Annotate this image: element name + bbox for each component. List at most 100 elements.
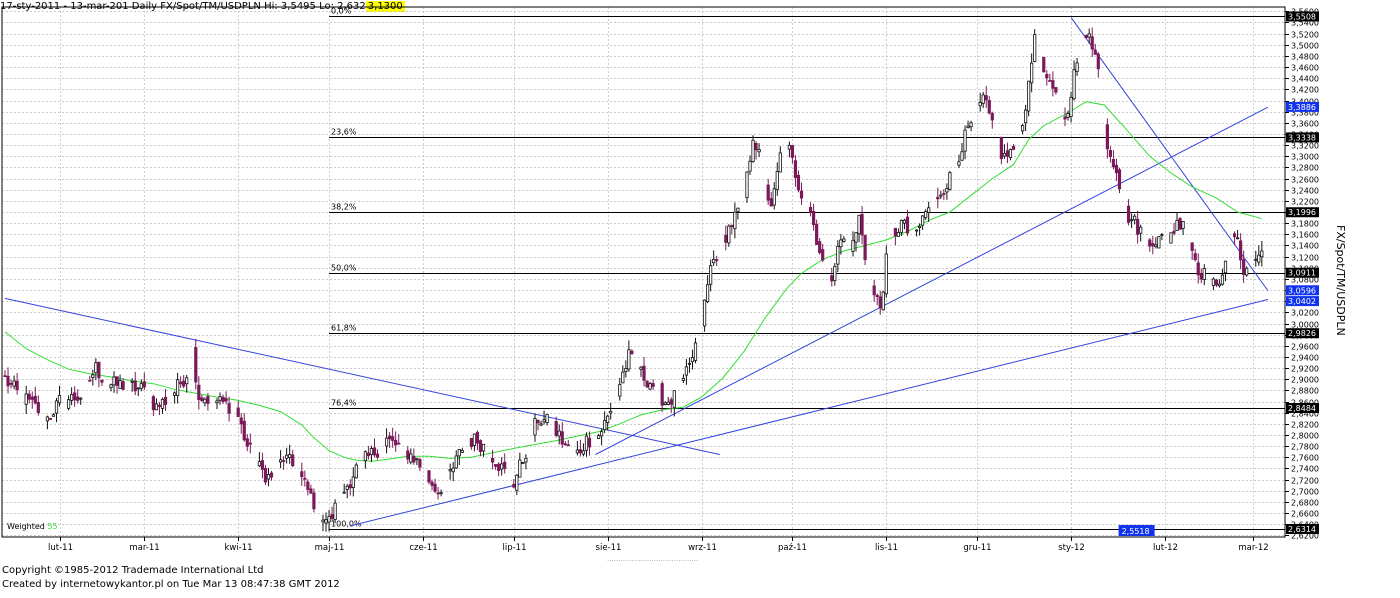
candle-body (1232, 233, 1237, 238)
y-tick-label: 3,4400 (1291, 75, 1319, 84)
candle-body (757, 149, 761, 153)
candle (978, 92, 982, 112)
candle (524, 454, 528, 470)
candle-body (321, 519, 325, 523)
candle (57, 385, 62, 407)
candle (557, 424, 561, 445)
y-tick-label: 2,8600 (1291, 399, 1319, 408)
candle-body (769, 198, 773, 207)
candle-body (160, 398, 165, 409)
candle (327, 509, 331, 532)
candle-body (1199, 273, 1203, 280)
candle (242, 413, 246, 442)
candle-body (854, 232, 858, 243)
candle-body (460, 450, 464, 453)
candle-body (663, 402, 667, 405)
candle (945, 183, 949, 200)
candle-body (278, 459, 283, 463)
candle-body (418, 459, 422, 468)
candle (987, 96, 991, 115)
candle (748, 155, 752, 175)
candle (375, 449, 380, 460)
candle-body (821, 249, 825, 261)
created-by-text: Created by internetowykantor.pl on Tue M… (2, 579, 340, 590)
candle (227, 396, 231, 422)
trendline (595, 106, 1269, 455)
candle (642, 356, 646, 387)
candle-body (1042, 56, 1046, 73)
candle (436, 486, 440, 500)
y-tick-label: 3,2400 (1291, 187, 1319, 196)
candle (1130, 213, 1134, 229)
candle (33, 386, 37, 405)
candle-body (533, 418, 537, 436)
candle (1117, 167, 1122, 194)
x-tick-label: lut-11 (48, 543, 73, 553)
candle-body (394, 439, 398, 446)
candle-body (566, 444, 570, 447)
candle-body (503, 461, 507, 469)
candle (563, 441, 567, 446)
candle-body (306, 481, 310, 490)
candle-body (412, 456, 416, 463)
price-tag-box (1286, 11, 1319, 22)
candle-body (902, 219, 907, 224)
candle-body (1151, 243, 1155, 247)
candle-body (451, 467, 455, 473)
trendline (4, 297, 720, 455)
candle-body (342, 491, 346, 494)
candle-body (1139, 226, 1143, 234)
candle (282, 456, 286, 470)
price-tag-text: 2,9826 (1288, 329, 1316, 338)
candle (363, 450, 367, 469)
candle-body (227, 403, 231, 414)
candle (1196, 253, 1200, 284)
candle-body (730, 224, 734, 228)
candle-body (645, 380, 649, 388)
candle-body (651, 383, 655, 387)
candle (966, 120, 970, 129)
candle (300, 462, 304, 486)
candle (1190, 242, 1194, 260)
candle-body (1190, 242, 1194, 251)
candle-body (1217, 283, 1222, 287)
candle-body (727, 225, 731, 244)
candle-body (587, 437, 592, 448)
candle-body (406, 450, 410, 460)
candle (439, 489, 443, 497)
candle-body (948, 172, 952, 190)
grid (2, 7, 1285, 537)
candle (172, 391, 177, 404)
candle (875, 293, 879, 306)
candle (1254, 250, 1258, 267)
candle (799, 182, 804, 205)
candle (1151, 235, 1155, 255)
candle-body (1063, 116, 1067, 120)
candle (224, 391, 228, 405)
candle (521, 461, 525, 465)
candle (306, 479, 310, 496)
price-tag: 3,3886 (1286, 101, 1319, 112)
candle (751, 135, 755, 163)
x-tick-label: gru-11 (963, 543, 991, 553)
candle-body (627, 349, 631, 370)
candle-body (836, 245, 840, 265)
trendline (1070, 17, 1269, 291)
candle-body (681, 377, 685, 381)
candle (939, 190, 943, 200)
candle-body (157, 404, 162, 407)
candle-body (15, 380, 19, 391)
candle (460, 447, 464, 453)
candle-body (939, 194, 943, 197)
candle (681, 374, 685, 383)
candle-body (439, 492, 443, 495)
candle (88, 375, 92, 382)
candle-body (851, 239, 855, 252)
candle (603, 411, 607, 434)
x-tick-label: mar-12 (1238, 543, 1268, 553)
candle (1111, 150, 1116, 170)
candle (412, 448, 416, 465)
candle-body (1169, 232, 1173, 244)
candle (115, 376, 119, 394)
candle (197, 376, 201, 410)
